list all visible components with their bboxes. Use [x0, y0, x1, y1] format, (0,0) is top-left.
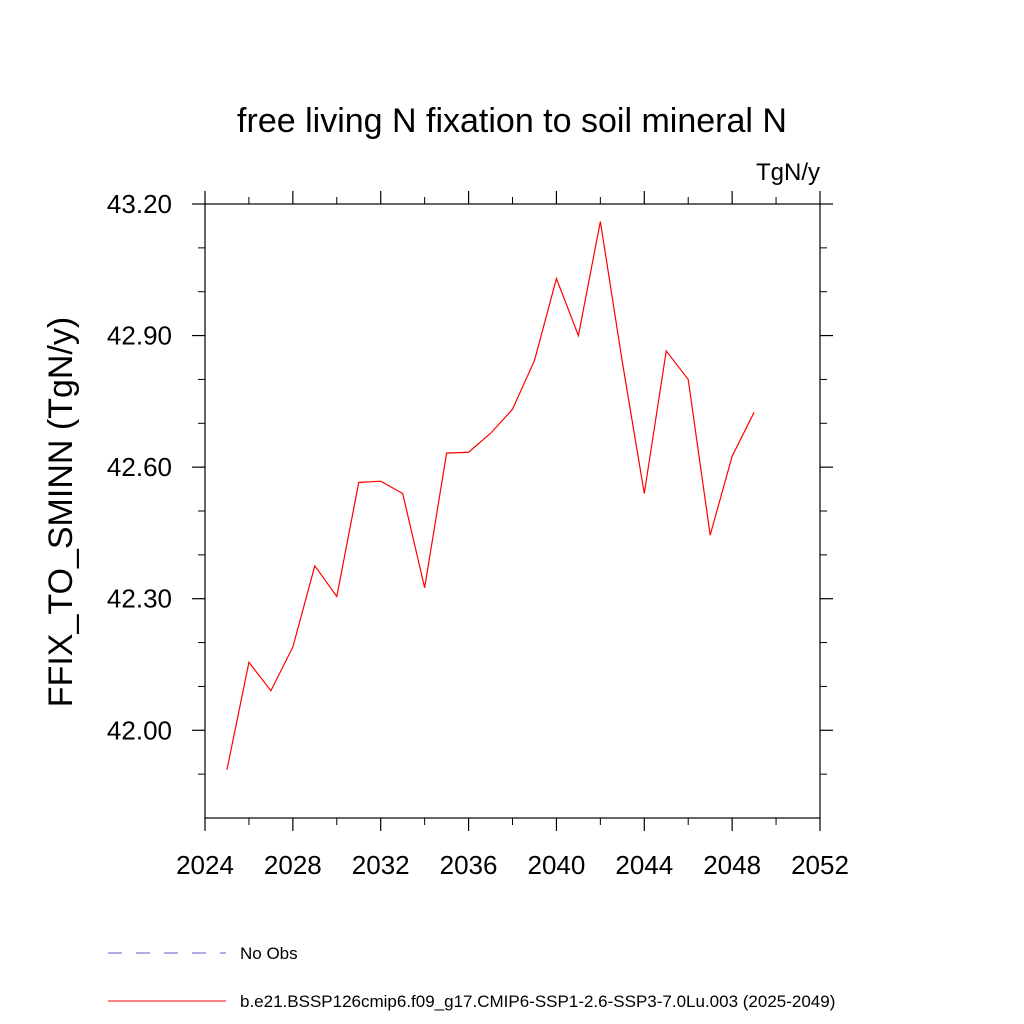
axis-ticks: 2024 2028 2032 2036 2040 2044 2048 2052 42.00 42.… — [107, 189, 849, 880]
x-tick-label: 2052 — [791, 850, 849, 880]
y-tick-label: 42.90 — [107, 321, 172, 351]
y-tick-label: 42.00 — [107, 715, 172, 745]
legend: No Obs b.e21.BSSP126cmip6.f09_g17.CMIP6-S… — [108, 944, 835, 1011]
x-tick-label: 2028 — [264, 850, 322, 880]
series-layer — [226, 221, 755, 770]
x-tick-label: 2024 — [176, 850, 234, 880]
x-tick-label: 2044 — [615, 850, 673, 880]
units-label: TgN/y — [756, 159, 820, 186]
y-tick-label: 42.60 — [107, 452, 172, 482]
y-tick-label: 43.20 — [107, 189, 172, 219]
series-line — [226, 221, 755, 770]
plot-frame — [204, 203, 821, 819]
x-tick-label: 2032 — [352, 850, 410, 880]
x-tick-label: 2036 — [440, 850, 498, 880]
legend-label: No Obs — [240, 944, 298, 963]
legend-label: b.e21.BSSP126cmip6.f09_g17.CMIP6-SSP1-2.… — [240, 992, 835, 1011]
y-axis-label: FFIX_TO_SMINN (TgN/y) — [42, 317, 80, 707]
y-tick-label: 42.30 — [107, 584, 172, 614]
x-tick-label: 2048 — [703, 850, 761, 880]
x-tick-label: 2040 — [528, 850, 586, 880]
chart-title: free living N fixation to soil mineral N — [237, 102, 787, 140]
